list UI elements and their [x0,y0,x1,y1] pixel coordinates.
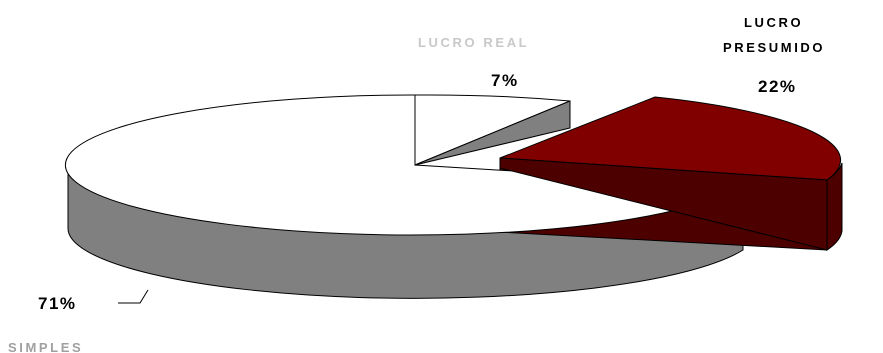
label-simples: SIMPLES [8,340,83,353]
value-label-lucro-real: 7% [491,71,519,90]
label-lucro-presumido-line2: PRESUMIDO [723,40,825,55]
label-lucro-real: LUCRO REAL [418,35,529,50]
slice-presumido [499,96,842,181]
value-label-simples: 71% [38,294,77,313]
label-lucro-presumido-line1: LUCRO [744,15,803,30]
slice-lucro-real-wall [414,100,571,166]
leader-line-simples [118,289,149,304]
slice-presumido-cut [499,157,828,251]
slice-simples [64,94,745,236]
slice-lucro-real [414,94,571,166]
value-label-lucro-presumido: 22% [758,77,797,96]
